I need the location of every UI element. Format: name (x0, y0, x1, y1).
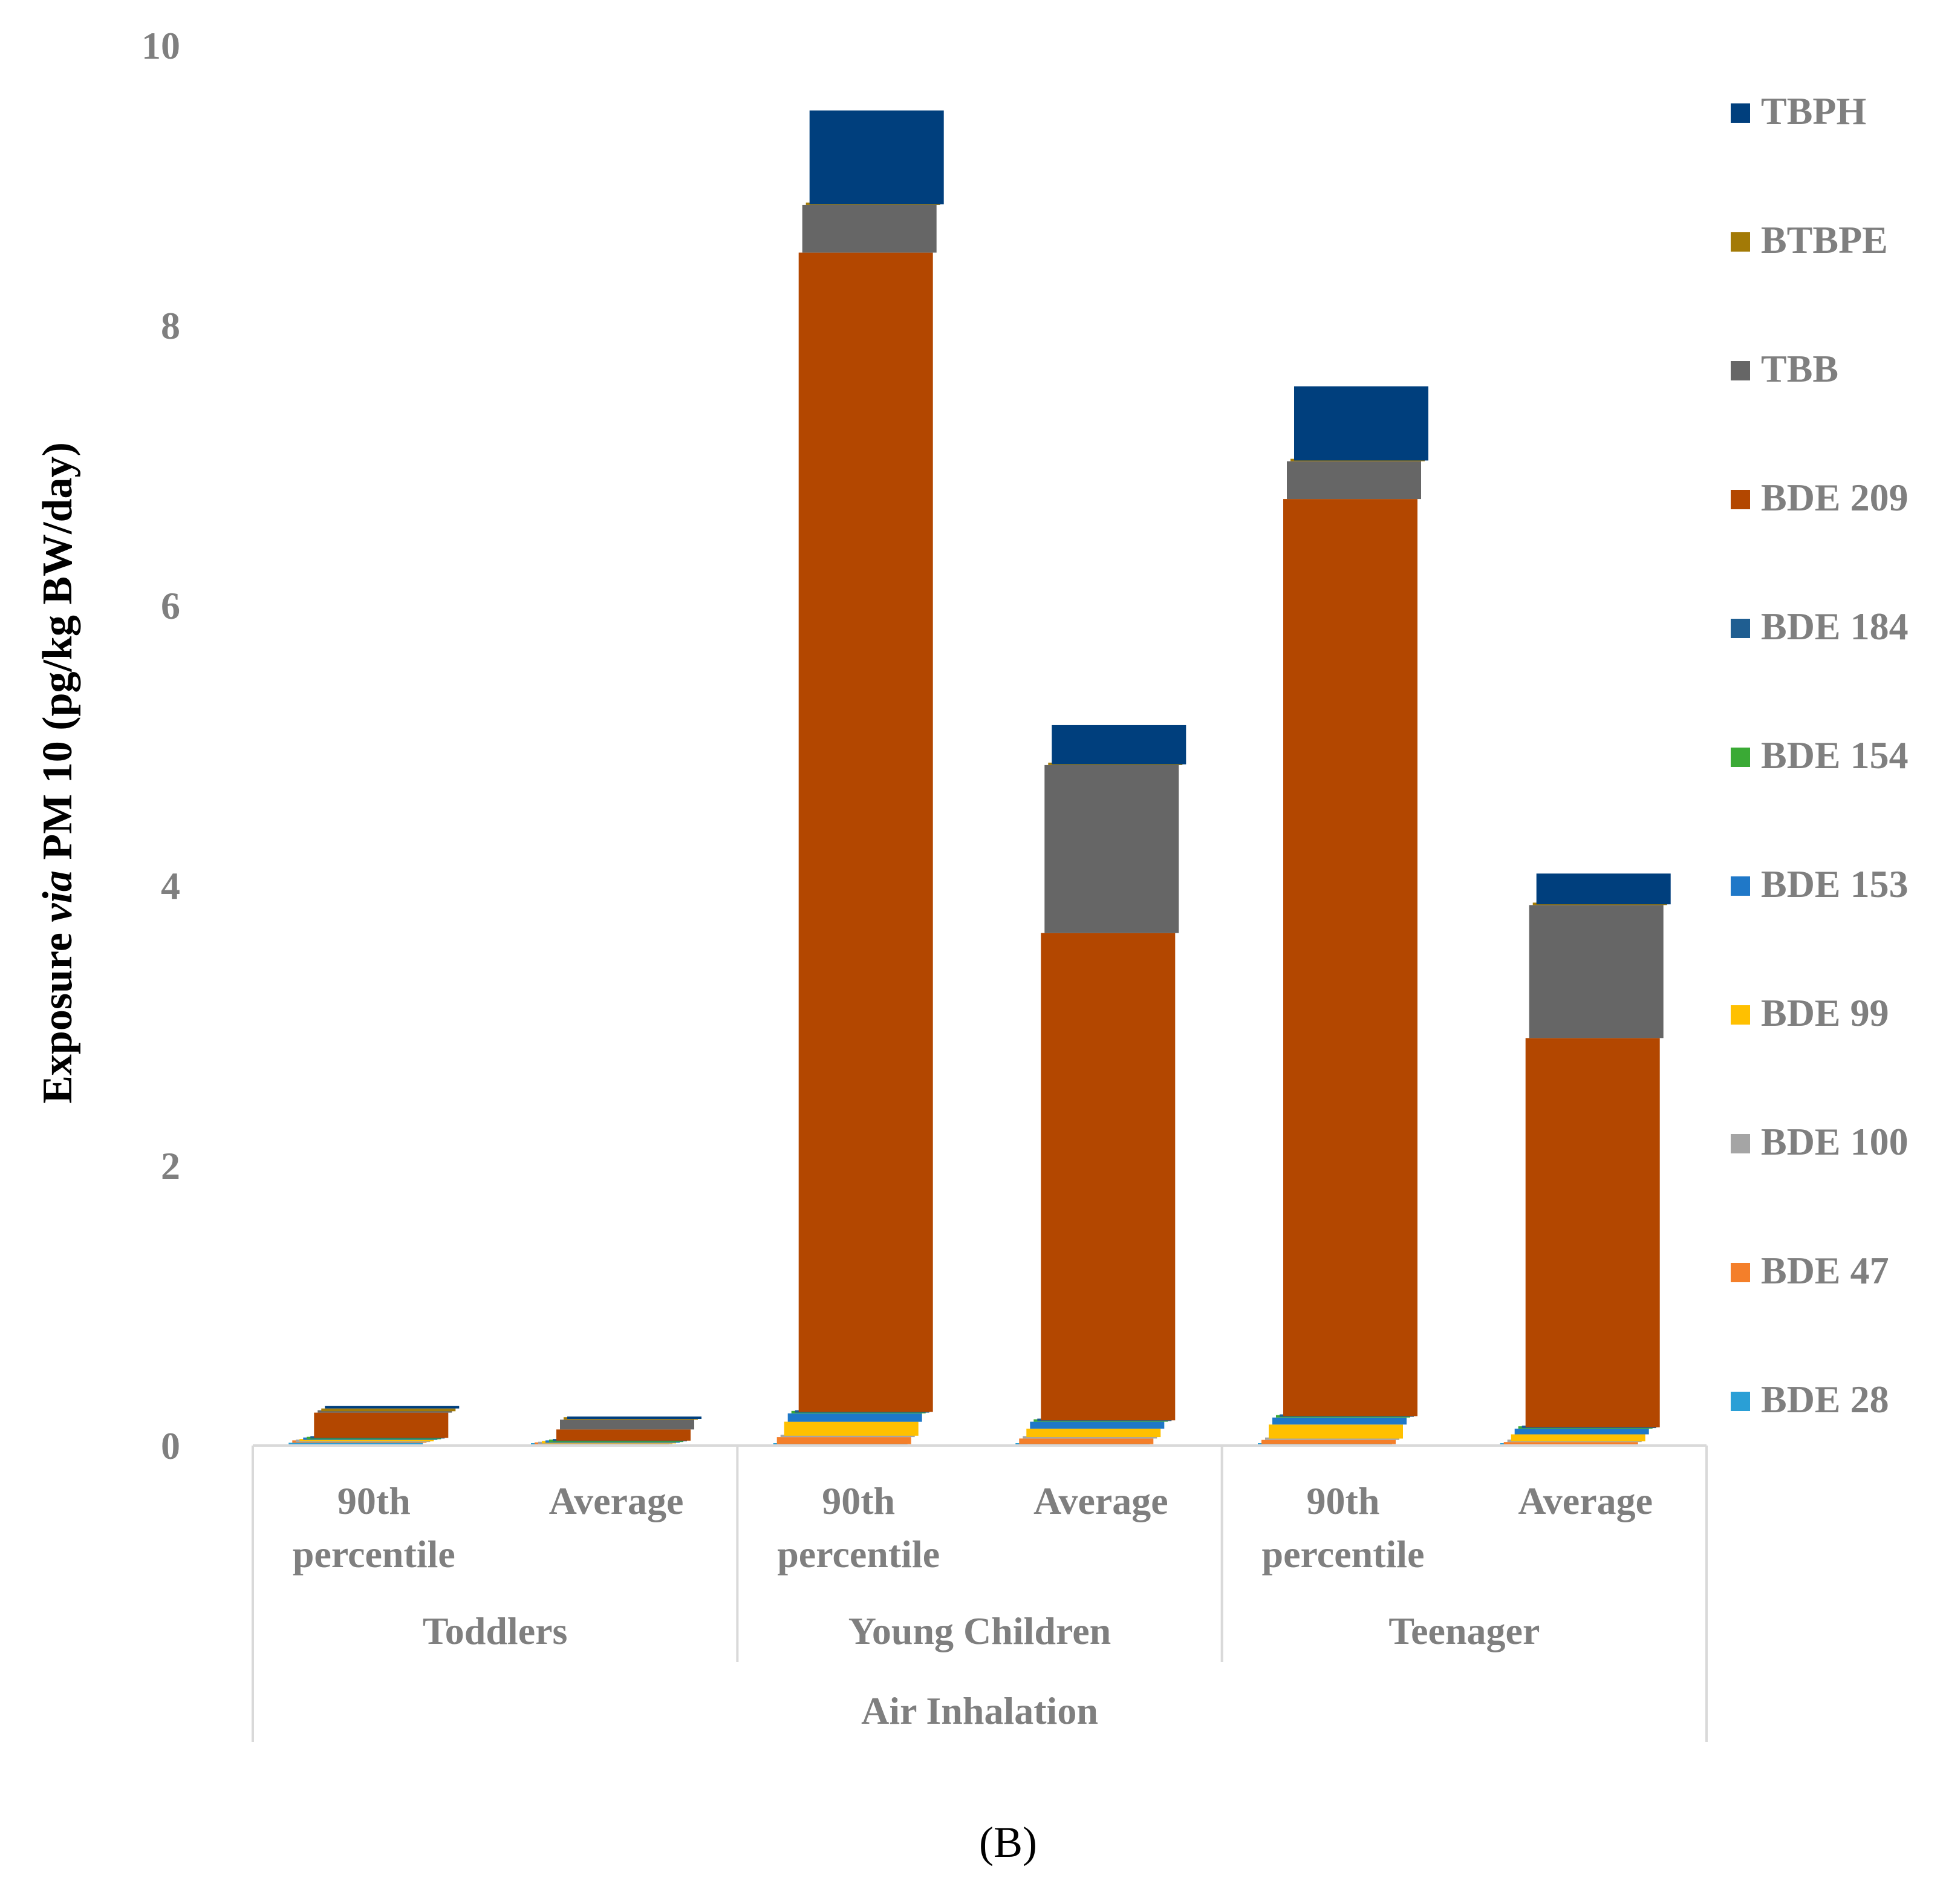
super-group-label: Air Inhalation (861, 1689, 1098, 1732)
bar-segment-bde-153 (787, 1413, 922, 1422)
legend-label: BDE 28 (1761, 1378, 1889, 1421)
bar-segment-bde-47 (1261, 1439, 1396, 1444)
x-axis: 90th percentile Average 90th percentile Avera… (252, 1444, 1708, 1742)
bar-segment-bde-209 (1283, 499, 1417, 1417)
bar-segment-bde-153 (1514, 1429, 1649, 1435)
bar-segment-bde-153 (1272, 1417, 1407, 1425)
bar-segment-bde-209 (556, 1429, 691, 1441)
category-label: 90th percentile (293, 1479, 455, 1576)
legend-label: BDE 209 (1761, 476, 1909, 519)
bar-stacks (288, 110, 1671, 1446)
bar-segment-bde-47 (776, 1437, 911, 1444)
y-tick-label: 2 (161, 1144, 180, 1187)
bar-segment-bde-99 (299, 1439, 434, 1442)
legend-swatch (1731, 361, 1750, 380)
category-label: Average (1033, 1479, 1168, 1522)
bar-segment-tbph (1536, 873, 1671, 905)
y-axis-label: Exposure via PM 10 (pg/kg BW/day) (34, 442, 81, 1104)
category-label: Average (1518, 1479, 1653, 1522)
legend-swatch (1731, 1005, 1750, 1025)
y-tick-label: 6 (161, 584, 180, 627)
bar-segment-bde-209 (1041, 933, 1176, 1421)
y-tick-label: 10 (142, 24, 180, 67)
y-tick-label: 4 (161, 864, 180, 907)
bar-segment-bde-209 (798, 252, 933, 1412)
legend-swatch (1731, 876, 1750, 896)
bar-segment-bde-47 (1019, 1438, 1154, 1444)
legend-label: BDE 99 (1761, 991, 1889, 1034)
bar-segment-tbb (317, 1410, 452, 1413)
legend-swatch (1731, 748, 1750, 767)
bar-segment-bde-99 (784, 1421, 919, 1436)
bar-segment-bde-209 (314, 1412, 449, 1438)
bar-segment-tbb (802, 204, 937, 253)
legend-swatch (1731, 1263, 1750, 1282)
bar-segment-bde-209 (1525, 1038, 1660, 1427)
legend-swatch (1731, 232, 1750, 252)
group-label: Young Children (848, 1609, 1111, 1652)
bar-segment-tbph (1294, 386, 1428, 461)
bar-segment-tbph (1052, 725, 1186, 765)
category-label: 90th percentile (777, 1479, 940, 1576)
legend-label: BDE 47 (1761, 1249, 1889, 1292)
bar-segment-tbph (325, 1406, 460, 1409)
bar-segment-tbb (1044, 765, 1179, 933)
bar-segment-bde-99 (1026, 1429, 1161, 1438)
bar-segment-bde-28 (288, 1443, 423, 1446)
legend-swatch (1731, 619, 1750, 638)
legend-swatch (1731, 1134, 1750, 1153)
y-tick-label: 0 (161, 1424, 180, 1467)
legend-label: TBB (1761, 347, 1838, 390)
bar-segment-tbb (1287, 461, 1421, 500)
group-label: Teenager (1388, 1609, 1540, 1652)
legend: TBPH BTBPE TBB BDE 209 BDE 184 BDE 154 BDE 153… (1731, 90, 1909, 1421)
legend-label: BDE 153 (1761, 862, 1909, 905)
bar-segment-btbpe (321, 1408, 456, 1412)
legend-label: BDE 154 (1761, 734, 1909, 777)
figure-caption: (B) (979, 1818, 1037, 1867)
category-label: Average (549, 1479, 684, 1522)
legend-label: BDE 100 (1761, 1120, 1909, 1163)
bar-segment-bde-47 (1503, 1442, 1638, 1445)
bar-segment-tbph (567, 1417, 701, 1419)
bar-segment-tbb (560, 1420, 694, 1430)
legend-swatch (1731, 103, 1750, 123)
legend-label: BDE 184 (1761, 605, 1909, 648)
legend-label: BTBPE (1761, 218, 1888, 261)
bar-segment-bde-100 (1265, 1437, 1399, 1440)
bar-segment-bde-100 (780, 1435, 915, 1438)
bar-segment-tbb (1529, 905, 1664, 1038)
y-axis: 0 2 4 6 8 10 (142, 24, 180, 1467)
legend-swatch (1731, 490, 1750, 509)
bar-segment-tbph (809, 110, 944, 204)
category-label: 90th percentile (1262, 1479, 1425, 1576)
group-label: Toddlers (423, 1609, 568, 1652)
bar-segment-bde-100 (1023, 1436, 1157, 1439)
y-tick-label: 8 (161, 304, 180, 347)
bar-segment-bde-99 (1269, 1424, 1403, 1439)
bar-segment-bde-99 (1511, 1434, 1645, 1442)
bar-segment-bde-153 (1030, 1421, 1165, 1429)
legend-swatch (1731, 1392, 1750, 1411)
legend-label: TBPH (1761, 90, 1866, 132)
